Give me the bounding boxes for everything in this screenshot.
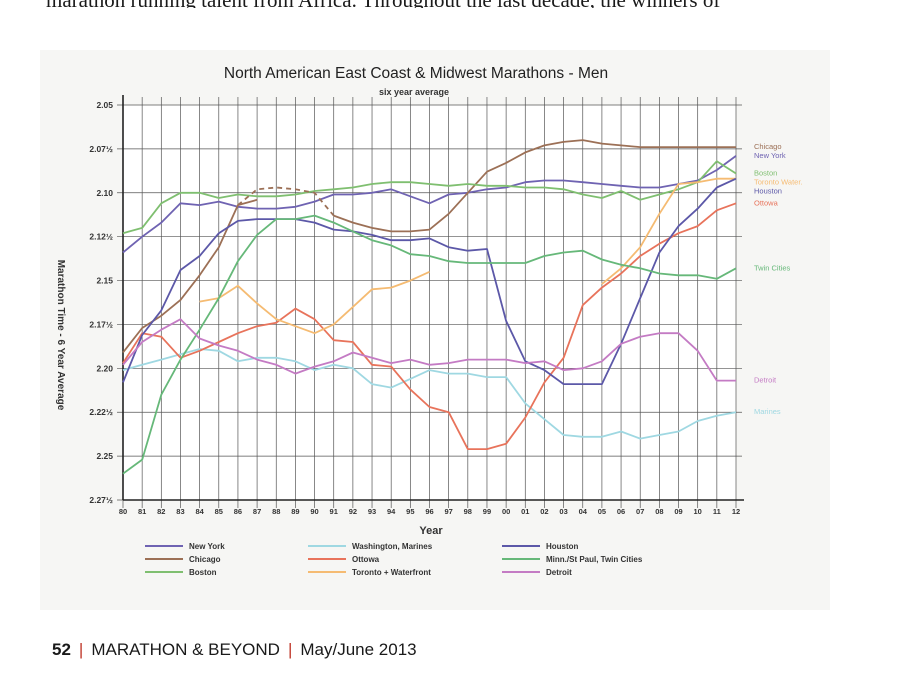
x-tick-label: 94 — [387, 507, 396, 516]
page-footer: 52 | MARATHON & BEYOND | May/June 2013 — [52, 640, 417, 660]
x-tick-label: 00 — [502, 507, 510, 516]
footer-separator: | — [78, 640, 84, 659]
series-end-label: New York — [754, 151, 786, 160]
y-axis-label: Marathon Time - 6 Year Average — [55, 260, 66, 411]
chart-panel: 2.05 2.07½ 2.10 2.12½ 2.15 2.17½ 2.20 2.22½ 2.25… — [40, 50, 830, 610]
x-tick-label: 05 — [598, 507, 606, 516]
x-tick-label: 10 — [694, 507, 702, 516]
x-tick-label: 09 — [674, 507, 682, 516]
x-tick-label: 96 — [425, 507, 433, 516]
series-line-houston — [122, 177, 737, 385]
legend-label: Boston — [189, 568, 217, 577]
x-tick-label: 83 — [176, 507, 184, 516]
x-tick-label: 80 — [119, 507, 127, 516]
series-line-washington-marines — [122, 348, 737, 440]
x-tick-label: 12 — [732, 507, 740, 516]
article-body-text-fragment: marathon running talent from Africa. Thr… — [46, 0, 866, 8]
chart-title: North American East Coast & Midwest Mara… — [224, 65, 608, 82]
y-tick-label: 2.20 — [96, 363, 113, 373]
x-tick-label: 04 — [579, 507, 588, 516]
series-end-label: Boston — [754, 168, 777, 177]
marathon-times-line-chart: 2.05 2.07½ 2.10 2.12½ 2.15 2.17½ 2.20 2.22½ 2.25… — [55, 65, 803, 577]
series-line-boston — [122, 160, 737, 235]
x-tick-label: 11 — [713, 507, 721, 516]
y-tick-label: 2.05 — [96, 100, 113, 110]
series-end-label: Detroit — [754, 376, 777, 385]
chart-lines — [122, 139, 737, 475]
footer-separator: | — [287, 640, 293, 659]
series-end-label: Marines — [754, 407, 781, 416]
y-tick-label: 2.10 — [96, 188, 113, 198]
series-line-chicago — [122, 139, 736, 354]
x-tick-label: 89 — [291, 507, 299, 516]
legend-label: Detroit — [546, 568, 572, 577]
x-tick-label: 06 — [617, 507, 625, 516]
y-tick-label: 2.07½ — [89, 144, 113, 154]
legend-label: Chicago — [189, 555, 221, 564]
y-tick-label: 2.25 — [96, 451, 113, 461]
y-tick-label: 2.17½ — [89, 319, 113, 329]
legend-label: Toronto + Waterfront — [352, 568, 431, 577]
series-line-minn-st-paul-twin-cities — [122, 214, 737, 475]
x-tick-label: 97 — [444, 507, 452, 516]
x-tick-label: 90 — [310, 507, 318, 516]
chart-grid — [117, 97, 742, 508]
y-tick-label: 2.15 — [96, 276, 113, 286]
series-end-label: Houston — [754, 186, 782, 195]
x-tick-label: 01 — [521, 507, 529, 516]
x-tick-label: 08 — [655, 507, 663, 516]
x-tick-label: 98 — [464, 507, 472, 516]
x-tick-label: 99 — [483, 507, 491, 516]
publication-name: MARATHON & BEYOND — [91, 640, 280, 659]
x-axis-label: Year — [419, 525, 443, 537]
y-tick-label: 2.27½ — [89, 495, 113, 505]
y-tick-label: 2.12½ — [89, 232, 113, 242]
series-end-label: Chicago — [754, 142, 782, 151]
x-tick-label: 93 — [368, 507, 376, 516]
series-end-label: Toronto Water. — [754, 177, 803, 186]
x-tick-label: 92 — [349, 507, 357, 516]
x-tick-label: 86 — [234, 507, 242, 516]
x-tick-label: 84 — [195, 507, 204, 516]
legend-label: Minn./St Paul, Twin Cities — [546, 555, 643, 564]
x-tick-label: 88 — [272, 507, 280, 516]
x-tick-label: 91 — [330, 507, 338, 516]
issue-date: May/June 2013 — [300, 640, 417, 659]
y-tick-label: 2.22½ — [89, 407, 113, 417]
x-tick-label: 03 — [559, 507, 567, 516]
x-tick-label: 87 — [253, 507, 261, 516]
legend-label: Washington, Marines — [352, 542, 433, 551]
series-line-new-york — [122, 155, 737, 254]
series-line-detroit — [122, 318, 736, 382]
x-tick-label: 02 — [540, 507, 548, 516]
series-line-ottowa — [122, 202, 737, 450]
chart-axes: 2.05 2.07½ 2.10 2.12½ 2.15 2.17½ 2.20 2.22½ 2.25… — [89, 95, 744, 516]
series-end-label: Ottowa — [754, 198, 779, 207]
series-line-chicago-dashed — [237, 186, 335, 217]
legend-label: New York — [189, 542, 225, 551]
legend-label: Ottowa — [352, 555, 380, 564]
legend-label: Houston — [546, 542, 579, 551]
chart-subtitle: six year average — [379, 87, 449, 97]
x-tick-label: 82 — [157, 507, 165, 516]
page-number: 52 — [52, 640, 71, 659]
x-tick-label: 95 — [406, 507, 414, 516]
x-tick-label: 07 — [636, 507, 644, 516]
x-tick-label: 85 — [215, 507, 223, 516]
chart-legend: New York Chicago Boston Washington, Marines… — [145, 542, 643, 577]
x-tick-label: 81 — [138, 507, 146, 516]
series-end-label: Twin Cities — [754, 263, 791, 272]
